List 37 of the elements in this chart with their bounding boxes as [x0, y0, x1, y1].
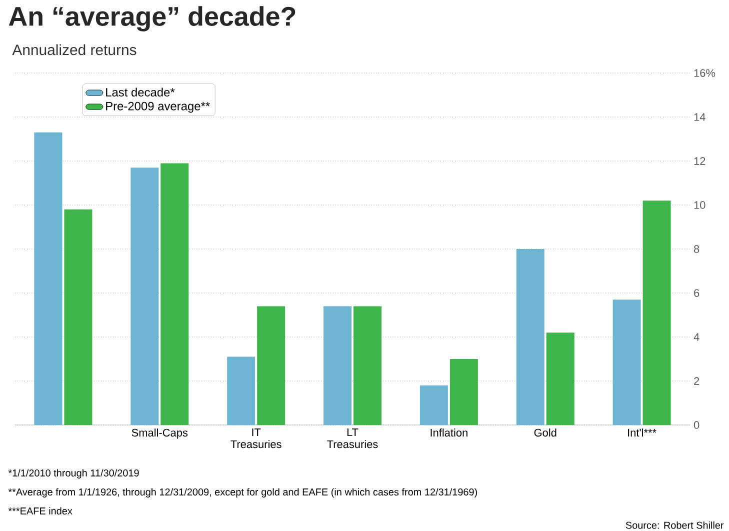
bar	[64, 209, 92, 425]
bar	[612, 300, 641, 425]
legend-label: Pre-2009 average**	[106, 102, 210, 113]
y-tick-label: 0	[694, 421, 700, 429]
legend-label: Last decade*	[106, 88, 175, 97]
bar	[642, 200, 671, 425]
x-tick-label: Small-Caps	[132, 428, 188, 439]
bar	[257, 306, 286, 425]
bar	[546, 332, 574, 425]
y-tick-label: 8	[694, 245, 700, 253]
bar	[160, 163, 189, 425]
y-tick-label: 2	[694, 377, 700, 385]
x-tick-label: IT Treasuries	[230, 428, 282, 448]
text: *1/1/2010 through 11/30/2019	[8, 469, 139, 478]
bar	[130, 168, 159, 425]
x-tick-label: Inflation	[430, 428, 468, 437]
bar	[324, 306, 352, 425]
bar	[227, 356, 256, 425]
y-tick-label: 6	[694, 289, 700, 297]
y-tick-label: 14	[694, 113, 706, 121]
x-tick-label: Gold	[534, 428, 556, 437]
bar	[34, 132, 62, 425]
y-tick-label: 16%	[694, 69, 716, 77]
bar	[516, 248, 544, 425]
text: ***EAFE index	[8, 507, 72, 515]
bar	[450, 359, 478, 425]
bar	[420, 385, 448, 425]
chart-title: An “average” decade?	[8, 6, 296, 32]
bar	[354, 306, 382, 425]
source-note: Source: Robert Shiller	[626, 521, 724, 529]
y-tick-label: 4	[694, 333, 700, 341]
x-tick-label: LT Treasuries	[327, 428, 378, 448]
chart-subtitle: Annualized returns	[12, 44, 136, 56]
text: **Average from 1/1/1926, through 12/31/2009, except for gold and EAFE (in which cases from 12/31/1969)	[8, 488, 477, 498]
y-tick-label: 12	[694, 157, 706, 165]
y-tick-label: 10	[694, 201, 706, 209]
x-tick-label: Int'l***	[628, 428, 656, 437]
